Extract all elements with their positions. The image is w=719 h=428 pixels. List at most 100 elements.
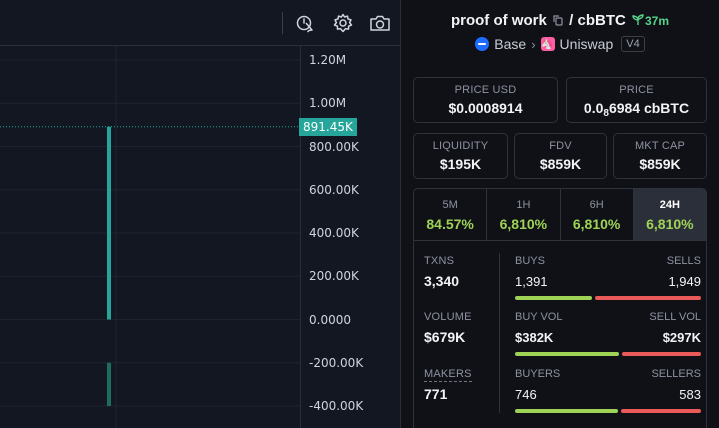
- mkt-cap-box: MKT CAP $859K: [613, 133, 707, 179]
- tab-5m[interactable]: 5M 84.57%: [414, 189, 488, 240]
- y-tick-label: 400.00K: [309, 226, 359, 240]
- pane-divider[interactable]: [400, 0, 401, 428]
- sells-bar-fill: [594, 296, 701, 300]
- volume-label: VOLUME: [424, 311, 472, 323]
- mkt-cap-value: $859K: [639, 156, 681, 172]
- tab-label: 6H: [589, 199, 604, 211]
- chart-bar-down[interactable]: [107, 362, 111, 406]
- cursor-click-icon[interactable]: [293, 11, 317, 35]
- copy-icon[interactable]: [553, 13, 563, 30]
- chain-name[interactable]: Base: [494, 36, 527, 52]
- base-chain-icon: [475, 37, 490, 51]
- y-tick-label: 0.0000: [309, 312, 351, 327]
- txns-value: 3,340: [424, 273, 460, 289]
- y-tick-label: 1.00M: [309, 96, 347, 111]
- tx-divider: [499, 253, 500, 413]
- price-quote-suffix: 6984 cbBTC: [608, 100, 690, 116]
- chart-bar-up[interactable]: [107, 126, 111, 320]
- split-head: BUYS SELLS: [515, 255, 701, 269]
- buys-sells-bar: [515, 296, 701, 300]
- dex-name[interactable]: Uniswap: [559, 36, 614, 52]
- tab-6h[interactable]: 6H 6,810%: [561, 189, 634, 240]
- buys-sells-row: BUYS SELLS 1,391 1,949: [515, 255, 701, 300]
- buyers-value: 746: [515, 387, 537, 402]
- buys-value: 1,391: [515, 274, 548, 289]
- buy-vol-label: BUY VOL: [515, 311, 563, 323]
- buy-vol-bar-fill: [515, 352, 619, 356]
- sell-vol-value: $297K: [662, 330, 701, 345]
- gear-icon[interactable]: [331, 11, 355, 35]
- price-quote-zeros: 8: [603, 108, 609, 119]
- y-tick-label: -200.00K: [309, 355, 364, 370]
- split-head: BUYERS SELLERS: [515, 368, 701, 382]
- price-change: 84.57%: [426, 216, 474, 232]
- price-quote-value: 0.086984 cbBTC: [567, 100, 706, 119]
- pair-separator: /: [569, 12, 574, 29]
- tab-24h[interactable]: 24H 6,810%: [633, 189, 706, 240]
- seedling-icon: [632, 14, 644, 25]
- split-vals: 1,391 1,949: [515, 274, 701, 292]
- chart-toolbar: [0, 0, 400, 46]
- volume-value: $679K: [424, 329, 466, 345]
- liquidity-value: $195K: [439, 156, 482, 172]
- split-vals: 746 583: [515, 387, 701, 405]
- chevron-right-icon: ›: [531, 36, 536, 52]
- sellers-label: SELLERS: [651, 368, 701, 380]
- sells-value: 1,949: [668, 274, 701, 289]
- pair-age: 37m: [632, 14, 669, 28]
- pair-age-value: 37m: [645, 14, 670, 28]
- base-token-name: proof of work: [450, 12, 547, 29]
- liquidity-label: LIQUIDITY: [432, 140, 489, 152]
- buyers-label: BUYERS: [515, 368, 561, 380]
- buy-vol-value: $382K: [515, 330, 554, 345]
- price-usd-label: PRICE USD: [454, 84, 517, 96]
- buyers-sellers-bar: [515, 409, 701, 413]
- sell-vol-label: SELL VOL: [649, 311, 701, 323]
- sellers-bar-fill: [620, 409, 701, 413]
- fdv-box: FDV $859K: [514, 133, 607, 179]
- price-axis[interactable]: 1.20M 1.00M 800.00K 600.00K 400.00K 200.00K 0.…: [299, 46, 400, 428]
- chart-pane[interactable]: 1.20M 1.00M 800.00K 600.00K 400.00K 200.00K 0.…: [0, 0, 400, 428]
- chart-plot-area[interactable]: [0, 46, 300, 428]
- quote-token-name: cbBTC: [577, 12, 626, 29]
- tab-1h[interactable]: 1H 6,810%: [487, 189, 561, 240]
- makers-value: 771: [424, 386, 448, 402]
- price-usd-box: PRICE USD $0.0008914: [413, 77, 558, 123]
- fdv-value: $859K: [539, 156, 582, 172]
- sell-vol-bar-fill: [621, 352, 701, 356]
- price-quote-label: PRICE: [619, 84, 654, 96]
- volume-bar: [515, 352, 701, 356]
- camera-icon[interactable]: [368, 11, 392, 35]
- price-usd-value: $0.0008914: [448, 100, 523, 116]
- fdv-label: FDV: [549, 140, 572, 152]
- y-tick-label: 1.20M: [309, 53, 347, 67]
- txns-label: TXNS: [424, 255, 455, 267]
- timeframe-tabs: 5M 84.57% 1H 6,810% 6H 6,810% 24H 6,810%: [413, 188, 707, 240]
- y-tick-label: 600.00K: [309, 182, 359, 197]
- pair-title: proof of work / cbBTC 37m: [401, 12, 719, 30]
- dex-version-badge: V4: [621, 36, 645, 52]
- buys-bar-fill: [515, 296, 592, 300]
- y-tick-label: 800.00K: [309, 139, 359, 154]
- split-vals: $382K $297K: [515, 330, 701, 348]
- buyers-bar-fill: [515, 409, 618, 413]
- price-change: 6,810%: [646, 216, 694, 232]
- transactions-panel: TXNS 3,340 VOLUME $679K MAKERS 771 BUYS …: [413, 240, 707, 428]
- tab-label: 5M: [442, 199, 458, 211]
- y-tick-label: 200.00K: [309, 269, 359, 284]
- tab-label: 1H: [516, 199, 531, 211]
- pair-info-panel: proof of work / cbBTC 37m Base › 🦄 Unisw…: [401, 0, 719, 428]
- price-quote-prefix: 0.0: [583, 100, 604, 116]
- tab-label: 24H: [659, 199, 680, 211]
- makers-label[interactable]: MAKERS: [424, 368, 472, 382]
- volume-split-row: BUY VOL SELL VOL $382K $297K: [515, 311, 701, 356]
- sellers-value: 583: [679, 387, 701, 402]
- uniswap-icon: 🦄: [540, 37, 555, 51]
- price-change: 6,810%: [572, 216, 621, 232]
- price-quote-box: PRICE 0.086984 cbBTC: [566, 77, 707, 123]
- buyers-sellers-row: BUYERS SELLERS 746 583: [515, 368, 701, 413]
- last-price-tag: 891.45K: [299, 117, 357, 136]
- toolbar-divider: [282, 12, 283, 34]
- liquidity-box: LIQUIDITY $195K: [413, 133, 508, 179]
- split-head: BUY VOL SELL VOL: [515, 311, 701, 325]
